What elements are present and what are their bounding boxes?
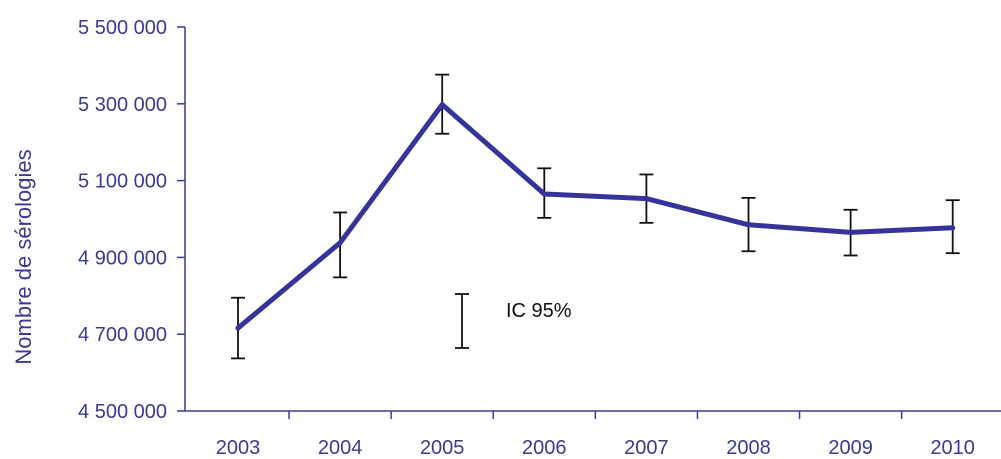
legend: IC 95% [455,293,572,349]
data-point [643,196,649,202]
x-tick-label: 2008 [726,437,771,459]
series-line [235,102,956,331]
x-tick-label: 2006 [522,437,567,459]
y-tick-label: 4 700 000 [78,324,167,346]
y-tick-label: 4 900 000 [78,247,167,269]
series-group [235,102,956,331]
x-tick-label: 2003 [216,437,261,459]
y-tick-label: 5 500 000 [78,17,167,39]
data-point [746,222,751,228]
data-point [848,229,854,235]
y-tick-label: 4 500 000 [78,401,167,423]
y-tick-label: 5 300 000 [78,94,167,116]
x-tick-label: 2009 [828,437,873,459]
data-point [950,225,956,231]
data-point [439,102,445,108]
x-tick-label: 2004 [318,437,363,459]
x-tick-label: 2007 [624,437,669,459]
data-point [337,240,343,246]
legend-label: IC 95% [506,300,572,322]
error-bars [231,73,960,360]
x-tick-label: 2010 [930,437,975,459]
data-point [235,325,241,331]
y-axis-title: Nombre de sérologies [11,149,36,364]
axes: 4 500 000 4 700 000 4 900 000 5 100 000 5 30… [78,17,1001,459]
x-tick-label: 2005 [420,437,465,459]
data-point [541,191,547,197]
y-tick-label: 5 100 000 [78,171,167,193]
